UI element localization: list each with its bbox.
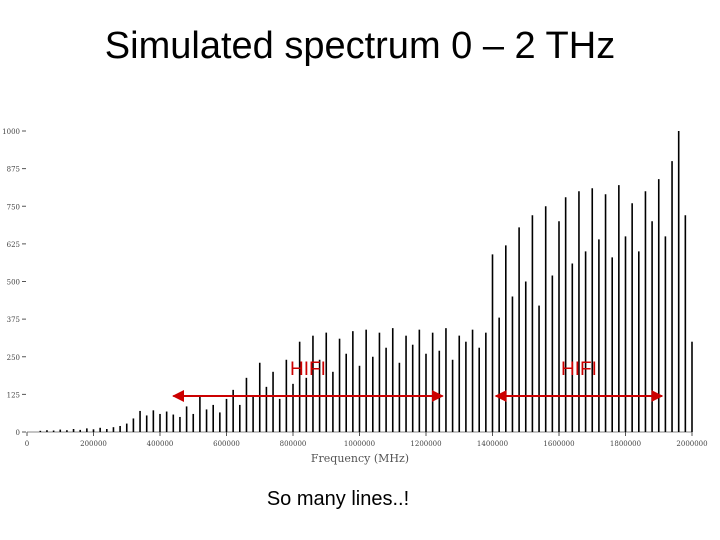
x-tick-label: 1400000 (477, 440, 508, 448)
range-label: HIFI (561, 359, 597, 380)
x-tick-label: 400000 (147, 440, 174, 448)
y-tick-label: 500 (7, 279, 20, 287)
x-axis-label: Frequency (MHz) (311, 452, 409, 465)
x-tick-label: 2000000 (676, 440, 707, 448)
y-tick-label: 625 (7, 241, 20, 249)
y-tick-label: 0 (16, 429, 20, 437)
range-label: HIFI (290, 359, 326, 380)
y-tick-label: 750 (7, 203, 20, 211)
x-tick-label: 0 (25, 440, 29, 448)
y-tick-label: 875 (7, 166, 20, 174)
x-tick-label: 200000 (80, 440, 107, 448)
x-tick-label: 600000 (213, 440, 240, 448)
y-tick-label: 250 (7, 354, 20, 362)
slide-title: Simulated spectrum 0 – 2 THz (105, 25, 615, 67)
y-tick-label: 1000 (2, 128, 20, 136)
x-tick-label: 1000000 (344, 440, 375, 448)
x-tick-label: 800000 (280, 440, 307, 448)
y-tick-label: 125 (7, 391, 20, 399)
x-tick-label: 1200000 (410, 440, 441, 448)
x-tick-label: 1800000 (610, 440, 641, 448)
y-tick-label: 375 (7, 316, 20, 324)
x-tick-label: 1600000 (543, 440, 574, 448)
caption: So many lines..! (267, 488, 409, 510)
